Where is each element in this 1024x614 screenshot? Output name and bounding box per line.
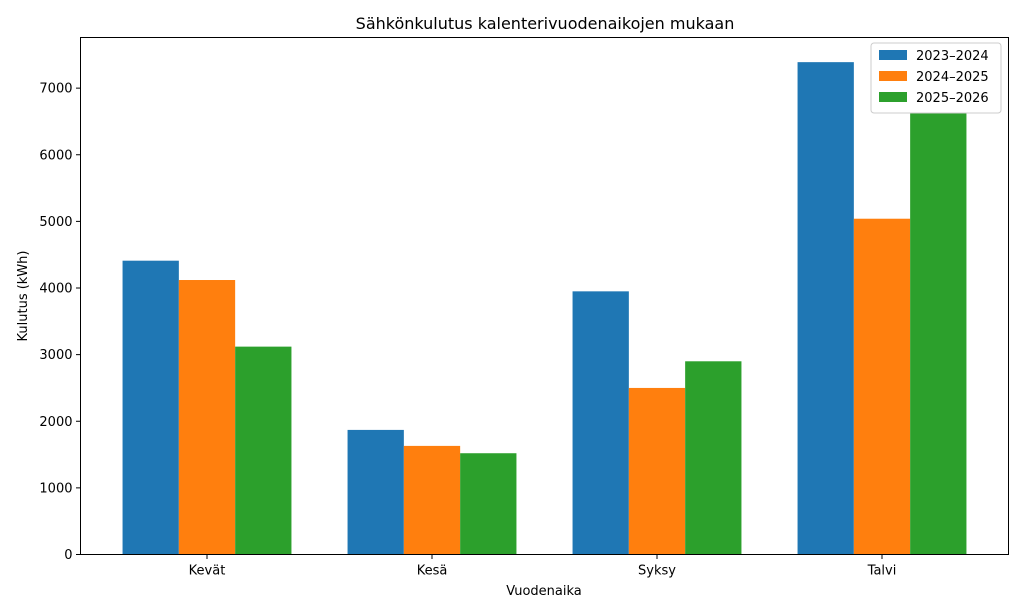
y-tick-label: 0 (64, 548, 72, 563)
y-tick-label: 3000 (39, 348, 72, 363)
x-tick-label: Talvi (867, 564, 897, 579)
bar-0-2 (235, 346, 292, 555)
bar-0-0 (122, 260, 179, 555)
x-tick-label: Kevät (189, 564, 226, 579)
bar-1-2 (460, 453, 517, 555)
y-tick-label: 1000 (39, 481, 72, 496)
bar-0-1 (178, 280, 236, 555)
y-axis-label: Kulutus (kWh) (16, 251, 31, 342)
bar-3-2 (910, 112, 967, 555)
x-tick-label: Syksy (638, 564, 676, 579)
legend-swatch (879, 92, 907, 102)
x-axis-label: Vuodenaika (506, 584, 582, 599)
y-tick-label: 6000 (39, 148, 72, 163)
legend-label: 2023–2024 (916, 49, 989, 64)
bars-group (122, 62, 967, 555)
y-tick-label: 7000 (39, 82, 72, 97)
bar-3-0 (797, 62, 854, 555)
bar-1-0 (347, 429, 404, 555)
chart-title: Sähkönkulutus kalenterivuodenaikojen muk… (356, 14, 735, 33)
y-tick-label: 5000 (39, 215, 72, 230)
y-axis: 0 1000 2000 3000 4000 5000 6000 7000 (39, 82, 81, 563)
bar-2-2 (685, 361, 742, 555)
y-tick-label: 4000 (39, 282, 72, 297)
bar-1-1 (403, 445, 461, 555)
legend: 2023–2024 2024–2025 2025–2026 (870, 42, 1002, 114)
bar-2-0 (572, 291, 629, 555)
legend-swatch (879, 50, 907, 60)
bar-3-1 (853, 218, 911, 555)
legend-swatch (879, 71, 907, 81)
bar-2-1 (628, 387, 686, 555)
y-tick-label: 2000 (39, 415, 72, 430)
x-tick-label: Kesä (417, 564, 448, 579)
legend-label: 2025–2026 (916, 91, 989, 106)
plot-frame (80, 37, 1009, 555)
legend-label: 2024–2025 (916, 70, 989, 85)
x-axis: Kevät Kesä Syksy Talvi (189, 554, 897, 579)
